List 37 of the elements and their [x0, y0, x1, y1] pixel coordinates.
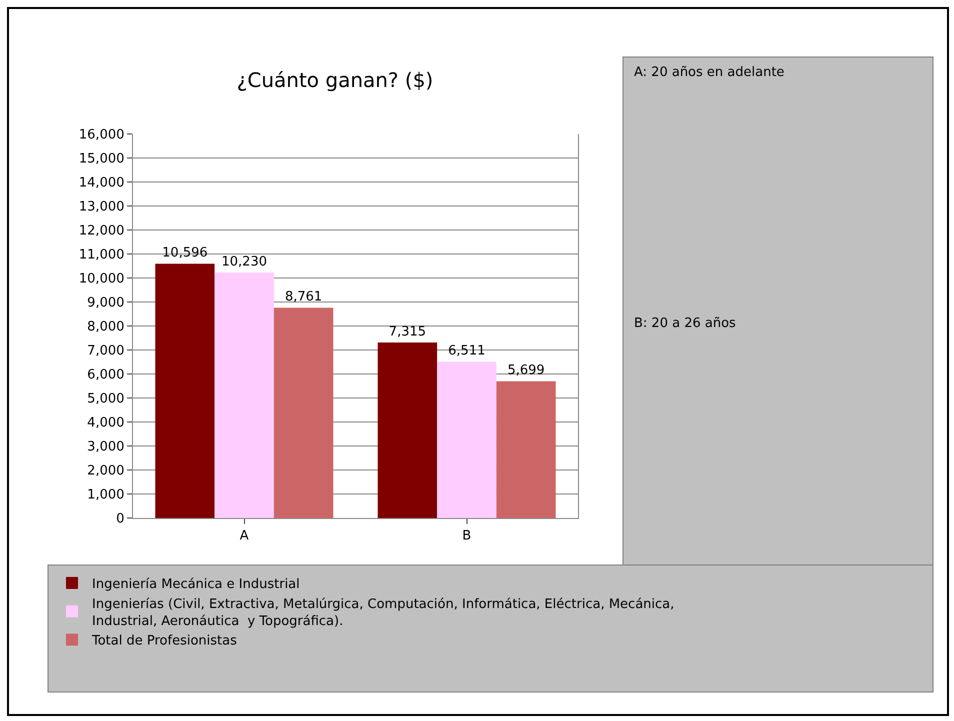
- text: A: 20 años en adelante: [634, 65, 784, 80]
- legend-label: Ingeniería Mecánica e Industrial: [92, 577, 300, 592]
- data-label: 8,761: [284, 290, 322, 305]
- x-tick-label: B: [462, 528, 472, 544]
- y-tick-label: 7,000: [87, 344, 124, 359]
- y-tick-label: 4,000: [87, 416, 124, 431]
- y-tick-label: 13,000: [78, 200, 124, 215]
- bar: [496, 381, 556, 518]
- chart-title: ¿Cuánto ganan? ($): [236, 68, 434, 92]
- bar: [378, 342, 438, 518]
- bar: [437, 362, 496, 518]
- text: B: 20 a 26 años: [634, 316, 736, 331]
- bar: [214, 272, 274, 518]
- data-label: 10,230: [222, 254, 267, 270]
- data-label: 5,699: [507, 363, 545, 378]
- y-tick-label: 0: [116, 512, 124, 527]
- y-tick-label: 8,000: [87, 320, 124, 335]
- y-tick-label: 2,000: [87, 464, 124, 479]
- y-tick-label: 11,000: [78, 248, 124, 263]
- data-label: 6,511: [448, 344, 486, 359]
- y-tick-label: 1,000: [87, 488, 124, 503]
- y-tick-label: 14,000: [78, 176, 124, 191]
- data-label: 10,596: [162, 246, 208, 261]
- y-tick-label: 6,000: [87, 368, 124, 383]
- y-tick-label: 15,000: [78, 152, 124, 167]
- y-tick-label: 12,000: [78, 224, 124, 239]
- bar: [155, 264, 215, 518]
- x-tick-label: A: [240, 528, 249, 544]
- y-tick-label: 5,000: [87, 392, 124, 407]
- bar: [274, 308, 334, 518]
- legend-label: Ingenierías (Civil, Extractiva, Metalúrgica, Computación, Informática, Eléctrica, Mecánica, Industrial, Aeronáutica y Topográfica).: [92, 596, 674, 629]
- y-tick-label: 3,000: [87, 440, 124, 455]
- data-label: 7,315: [388, 324, 426, 340]
- y-tick-label: 16,000: [78, 128, 124, 143]
- legend-label: Total de Profesionistas: [91, 634, 238, 649]
- y-tick-label: 10,000: [78, 272, 124, 287]
- y-tick-label: 9,000: [87, 296, 124, 311]
